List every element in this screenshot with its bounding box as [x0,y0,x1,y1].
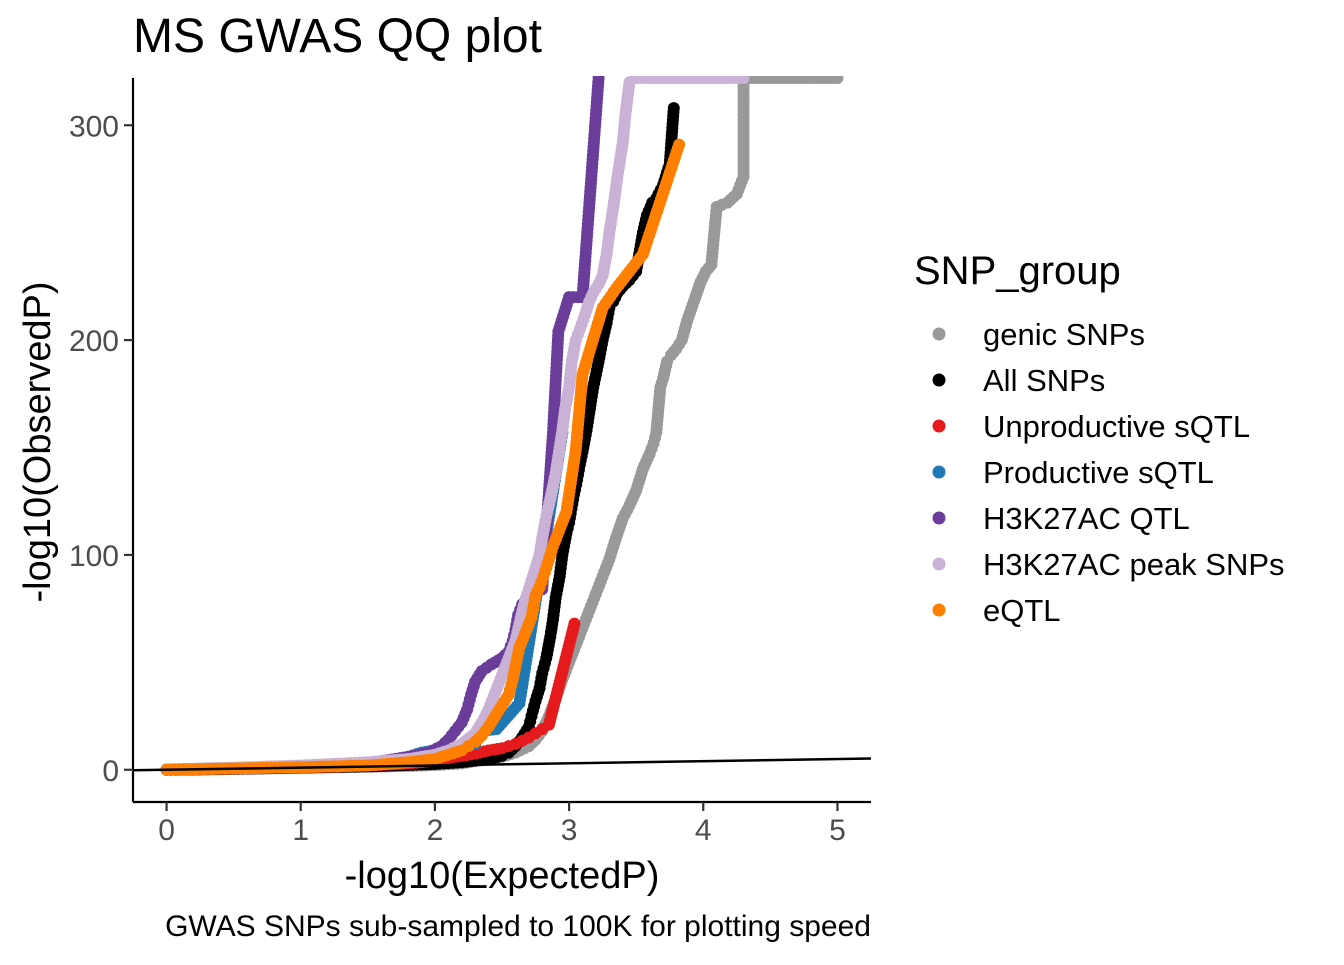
y-tick-label: 100 [69,540,119,573]
plot-panel [132,76,872,776]
legend-swatch [932,465,946,479]
legend-swatch [932,327,946,341]
legend-swatch [932,373,946,387]
legend-label: H3K27AC QTL [983,501,1190,536]
legend-label: All SNPs [983,363,1105,398]
data-point [673,138,686,151]
x-tick-label: 1 [292,814,309,847]
x-axis-title: -log10(ExpectedP) [345,855,660,897]
legend-item: eQTL [932,593,1061,628]
legend-label: eQTL [983,593,1061,628]
series-productive-sqtl [160,426,569,776]
chart-caption: GWAS SNPs sub-sampled to 100K for plotti… [165,910,871,943]
legend-item: Productive sQTL [932,455,1214,490]
legend: SNP_group genic SNPs All SNPs Unproductive… [914,249,1285,628]
x-tick-label: 5 [829,814,846,847]
legend-swatch [932,419,946,433]
y-tick-label: 0 [102,755,119,788]
legend-item: Unproductive sQTL [932,409,1250,444]
legend-item: H3K27AC QTL [932,501,1190,536]
y-axis-ticks: 0 100 200 300 [69,110,133,788]
x-tick-label: 3 [561,814,578,847]
data-point [568,617,581,630]
x-axis-ticks: 0 1 2 3 4 5 [158,802,846,847]
legend-item: All SNPs [932,363,1105,398]
legend-swatch [932,603,946,617]
legend-item: H3K27AC peak SNPs [932,547,1285,582]
data-point [667,102,680,115]
points-layer [160,76,844,776]
chart-title: MS GWAS QQ plot [133,10,542,63]
legend-swatch [932,511,946,525]
legend-item: genic SNPs [932,317,1145,352]
identity-reference-line [132,757,872,772]
legend-title: SNP_group [914,249,1121,293]
data-point [831,76,844,84]
legend-label: Productive sQTL [983,455,1214,490]
series-all-snps [160,102,680,776]
y-axis-title: -log10(ObservedP) [17,281,59,602]
legend-label: genic SNPs [983,317,1145,352]
legend-label: Unproductive sQTL [983,409,1250,444]
x-tick-label: 0 [158,814,175,847]
x-tick-label: 4 [695,814,712,847]
legend-items: genic SNPs All SNPs Unproductive sQTL Produ… [932,317,1285,628]
y-tick-label: 200 [69,325,119,358]
x-tick-label: 2 [427,814,444,847]
data-point [592,76,605,84]
legend-label: H3K27AC peak SNPs [983,547,1285,582]
y-tick-label: 300 [69,110,119,143]
data-point [737,76,750,84]
legend-swatch [932,557,946,571]
